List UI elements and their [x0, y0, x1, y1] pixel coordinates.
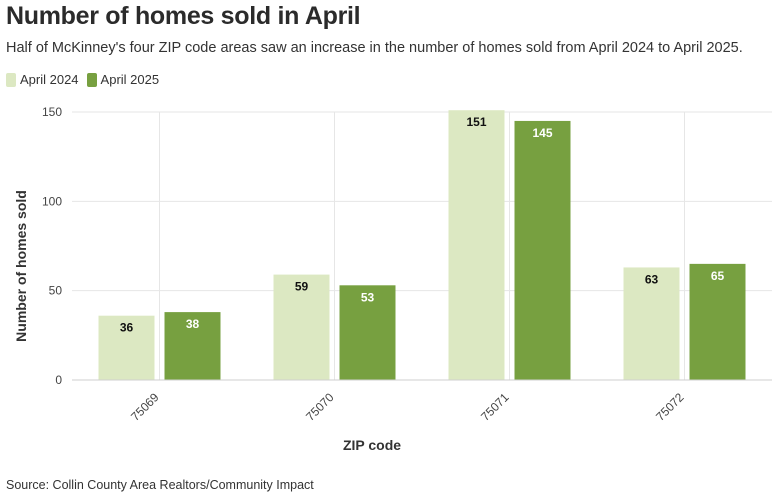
y-tick-label: 150 — [42, 105, 62, 119]
legend-item-april-2025[interactable]: April 2025 — [86, 72, 160, 87]
data-label: 63 — [645, 272, 659, 286]
legend-label-april-2025: April 2025 — [100, 72, 160, 87]
bar — [689, 263, 746, 380]
data-label: 38 — [186, 317, 200, 331]
data-label: 36 — [120, 321, 134, 335]
legend: April 2024 April 2025 — [6, 72, 159, 87]
x-tick-label: 75071 — [478, 390, 512, 424]
x-tick-label: 75069 — [128, 390, 162, 424]
y-tick-label: 50 — [49, 284, 63, 298]
data-label: 151 — [466, 115, 486, 129]
legend-swatch-april-2024 — [6, 72, 16, 87]
bar — [339, 285, 396, 380]
bar — [273, 274, 330, 380]
y-tick-label: 0 — [55, 373, 62, 387]
chart-title: Number of homes sold in April — [6, 2, 361, 30]
bar — [448, 110, 505, 381]
bar — [98, 315, 155, 380]
bar — [514, 120, 571, 380]
legend-swatch-april-2025 — [86, 72, 97, 87]
legend-item-april-2024[interactable]: April 2024 — [6, 72, 79, 87]
data-label: 53 — [361, 290, 375, 304]
x-tick-label: 75070 — [303, 390, 337, 424]
x-axis-title: ZIP code — [343, 437, 401, 453]
y-axis-title: Number of homes sold — [13, 190, 29, 342]
x-tick-label: 75072 — [653, 390, 687, 424]
legend-label-april-2024: April 2024 — [20, 72, 79, 87]
chart-subtitle: Half of McKinney's four ZIP code areas s… — [6, 40, 743, 56]
data-label: 145 — [532, 126, 552, 140]
y-tick-label: 100 — [42, 194, 62, 208]
bar-chart: 0 50 100 150 36 38 75069 59 53 75070 151 145 75071 63… — [13, 105, 772, 453]
bar — [164, 312, 221, 380]
bar — [623, 267, 680, 380]
data-label: 65 — [711, 269, 725, 283]
source-note: Source: Collin County Area Realtors/Comm… — [6, 478, 314, 492]
data-label: 59 — [295, 280, 309, 294]
